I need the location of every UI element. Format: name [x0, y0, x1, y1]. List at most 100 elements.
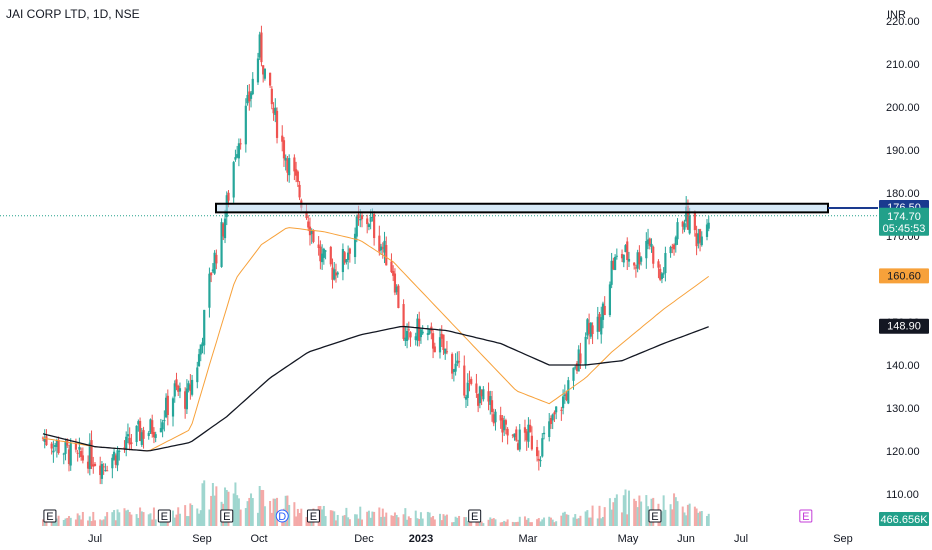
volume-bar	[548, 516, 551, 526]
volume-bar	[553, 522, 556, 526]
volume-bar	[515, 522, 518, 526]
candle-body	[693, 212, 696, 231]
candle-body	[248, 91, 251, 102]
candle-body	[426, 333, 429, 335]
volume-bar	[393, 512, 396, 526]
volume-bar	[140, 511, 143, 526]
event-marker-label: E	[223, 511, 230, 523]
candle-body	[270, 88, 273, 105]
volume-bar	[203, 480, 206, 526]
volume-bar	[501, 522, 504, 526]
candle-body	[633, 262, 636, 266]
candle-body	[588, 323, 591, 334]
candle-body	[324, 250, 327, 252]
volume-bar	[321, 509, 324, 526]
volume-bar	[565, 514, 568, 526]
volume-bar	[489, 517, 492, 526]
candle-body	[41, 437, 45, 439]
slow-ma-price-tag-bg	[879, 318, 929, 334]
volume-bar	[102, 519, 105, 526]
volume-bar	[336, 514, 339, 526]
x-tick-label: Oct	[250, 533, 267, 545]
candle-body	[213, 252, 216, 274]
candle-body	[237, 143, 240, 159]
candle-body	[381, 247, 384, 249]
candle-body	[608, 284, 612, 316]
candle-body	[295, 169, 298, 176]
candle-body	[535, 447, 539, 457]
volume-bar	[373, 511, 376, 526]
volume-bar	[421, 518, 424, 526]
countdown-tag: 05:45:53	[883, 223, 926, 235]
candle-body	[184, 391, 187, 409]
candle-body	[321, 253, 324, 263]
candle-body	[539, 460, 542, 462]
candle-body	[431, 333, 435, 349]
candle-body	[464, 396, 468, 400]
candle-body	[565, 393, 568, 401]
candle-body	[199, 344, 202, 355]
resistance-zone-group	[0, 202, 878, 217]
candle-body	[57, 440, 60, 453]
volume-bar	[126, 509, 129, 526]
x-tick-label: Dec	[354, 533, 374, 545]
volume-bar	[574, 514, 577, 526]
candle-body	[208, 273, 211, 308]
volume-bar	[69, 517, 72, 526]
volume-bar	[322, 505, 325, 526]
candle-body	[369, 217, 372, 222]
x-tick-label: Mar	[519, 533, 538, 545]
earnings-marker-box	[220, 509, 234, 523]
candle-body	[575, 363, 579, 371]
volume-bar	[392, 515, 395, 526]
candle-body	[442, 334, 445, 351]
candle-body	[525, 431, 528, 441]
volume-bar	[480, 521, 483, 526]
candle-body	[178, 388, 182, 392]
volume-bar	[418, 519, 421, 526]
volume-bar	[94, 520, 96, 526]
candle-body	[223, 218, 227, 239]
candle-body	[584, 336, 587, 366]
volume-bar	[151, 519, 154, 526]
earnings-marker: E	[648, 509, 662, 523]
volume-bar	[626, 514, 629, 526]
candle-body	[256, 58, 260, 83]
candle-body	[76, 452, 79, 454]
volume-bar	[452, 522, 455, 526]
candle-body	[246, 94, 249, 104]
volume-bar	[645, 495, 648, 526]
volume-bar	[305, 516, 308, 526]
volume-bar	[636, 507, 639, 526]
volume-bar	[681, 506, 684, 526]
candle-body	[695, 233, 698, 247]
volume-bar	[184, 505, 187, 526]
earnings-marker: E	[157, 509, 171, 523]
volume-bar	[274, 498, 277, 526]
volume-bar	[506, 519, 509, 526]
fast-moving-average-line	[42, 227, 709, 452]
candle-body	[118, 450, 121, 452]
candle-body	[499, 415, 502, 421]
candle-body	[659, 268, 662, 280]
x-tick-label: Jun	[677, 533, 695, 545]
volume-bar	[451, 522, 454, 526]
event-marker-label: D	[278, 511, 286, 523]
volume-bar	[215, 486, 218, 526]
volume-bar	[90, 521, 93, 526]
candle-body	[106, 470, 109, 472]
volume-bar	[433, 519, 436, 526]
candle-body	[343, 252, 346, 263]
volume-bar	[686, 504, 689, 526]
candle-body	[577, 349, 580, 372]
y-tick-label: 110.00	[886, 489, 919, 501]
candle-body	[90, 440, 93, 467]
volume-bar	[251, 498, 254, 526]
candle-body	[215, 254, 218, 264]
candle-body	[196, 367, 199, 383]
candle-body	[477, 393, 480, 406]
volume-bar	[456, 517, 459, 526]
